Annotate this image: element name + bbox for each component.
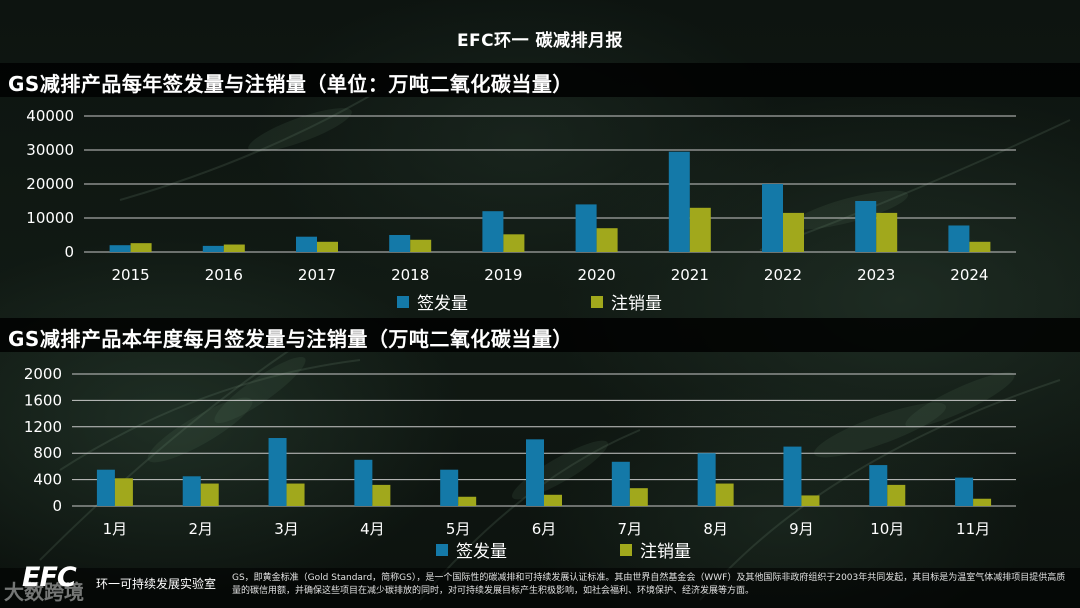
bar-issued	[354, 459, 373, 506]
x-tick-label: 11月	[956, 520, 990, 538]
annual-chart: 0 10000 20000 30000 40000 2015 2016 2017 2018 201…	[26, 107, 1016, 284]
bar-issued	[182, 476, 201, 506]
bar-retired	[876, 212, 898, 252]
y-tick-label: 400	[33, 471, 62, 489]
annual-legend-issued: 签发量	[397, 289, 468, 314]
gs-footnote: GS，即黄金标准（Gold Standard，简称GS），是一个国际性的碳减排和…	[232, 573, 1066, 596]
watermark: 大数跨境	[4, 580, 84, 604]
legend-swatch-retired	[620, 543, 632, 556]
y-tick-label: 30000	[26, 141, 74, 159]
x-tick-label: 2023	[857, 266, 895, 284]
x-tick-label: 4月	[360, 520, 385, 538]
bar-issued	[268, 438, 287, 506]
bar-retired	[629, 488, 648, 506]
x-tick-label: 2017	[298, 266, 336, 284]
lab-name: 环一可持续发展实验室	[96, 577, 217, 591]
bar-retired	[410, 239, 432, 252]
legend-label-retired: 注销量	[640, 542, 691, 562]
bar-retired	[596, 228, 618, 252]
x-tick-label: 3月	[274, 520, 299, 538]
bar-issued	[668, 151, 690, 252]
bar-retired	[130, 243, 152, 252]
y-tick-label: 2000	[24, 365, 62, 383]
bar-issued	[948, 225, 970, 252]
y-tick-label: 800	[33, 444, 62, 462]
bar-issued	[697, 453, 716, 506]
x-tick-label: 7月	[618, 520, 643, 538]
y-tick-label: 1600	[24, 391, 62, 409]
bar-issued	[869, 465, 888, 506]
x-tick-label: 10月	[870, 520, 904, 538]
bar-issued	[440, 469, 459, 506]
monthly-chart: 0 400 800 1200 1600 2000 1月 2月 3月 4月 5月 6月 7月 8月 9月 10月…	[24, 365, 1016, 538]
monthly-legend-retired: 注销量	[620, 537, 691, 562]
x-tick-label: 2月	[188, 520, 213, 538]
y-tick-label: 1200	[24, 418, 62, 436]
section1-title-bar	[0, 63, 1080, 97]
bar-retired	[801, 495, 820, 506]
section2-title-bar	[0, 318, 1080, 352]
x-tick-label: 2015	[112, 266, 150, 284]
bar-retired	[223, 244, 245, 252]
bar-retired	[783, 212, 804, 252]
monthly-legend-issued: 签发量	[436, 537, 507, 562]
legend-label-issued: 签发量	[417, 294, 468, 314]
legend-label-issued: 签发量	[456, 542, 507, 562]
bar-retired	[973, 498, 992, 506]
y-tick-label: 10000	[26, 209, 74, 227]
bar-issued	[783, 446, 802, 506]
bar-retired	[715, 483, 734, 506]
bar-issued	[482, 211, 504, 252]
bar-retired	[372, 484, 391, 506]
bar-retired	[887, 484, 906, 506]
bar-retired	[503, 234, 525, 252]
x-tick-label: 2020	[578, 266, 616, 284]
bar-issued	[389, 235, 411, 252]
footer-bar	[0, 568, 1080, 608]
bar-issued	[109, 245, 131, 252]
x-tick-label: 9月	[789, 520, 814, 538]
bar-issued	[575, 204, 597, 252]
x-tick-label: 2024	[950, 266, 988, 284]
bar-retired	[286, 483, 305, 506]
bar-issued	[96, 469, 115, 506]
bar-retired	[689, 207, 711, 252]
x-tick-label: 2021	[671, 266, 709, 284]
bar-issued	[296, 236, 317, 252]
bar-issued	[611, 461, 630, 506]
report-title: EFC环一 碳减排月报	[456, 31, 624, 51]
section1-title: GS减排产品每年签发量与注销量（单位：万吨二氧化碳当量）	[8, 72, 573, 96]
y-tick-label: 0	[64, 243, 74, 261]
legend-swatch-issued	[436, 543, 448, 556]
x-tick-label: 2018	[391, 266, 429, 284]
x-tick-label: 8月	[703, 520, 728, 538]
bar-retired	[544, 494, 562, 506]
bar-retired	[317, 241, 338, 252]
x-tick-label: 6月	[532, 520, 557, 538]
legend-swatch-retired	[591, 295, 603, 308]
x-tick-label: 5月	[446, 520, 471, 538]
bar-issued	[855, 201, 877, 252]
bar-issued	[202, 245, 224, 252]
bar-issued	[762, 184, 783, 252]
bar-retired	[458, 496, 477, 506]
x-tick-label: 2022	[764, 266, 802, 284]
bar-retired	[969, 241, 991, 252]
y-tick-label: 0	[52, 497, 62, 515]
annual-legend-retired: 注销量	[591, 289, 662, 314]
y-tick-label: 40000	[26, 107, 74, 125]
section2-title: GS减排产品本年度每月签发量与注销量（万吨二氧化碳当量）	[8, 327, 573, 351]
legend-label-retired: 注销量	[611, 294, 662, 314]
x-tick-label: 1月	[103, 520, 128, 538]
bar-retired	[200, 483, 219, 506]
bar-retired	[114, 478, 133, 506]
efc-logo: EFC	[22, 562, 77, 593]
x-tick-label: 2016	[205, 266, 243, 284]
bar-issued	[955, 477, 974, 506]
x-tick-label: 2019	[484, 266, 522, 284]
legend-swatch-issued	[397, 295, 409, 308]
bar-issued	[526, 439, 544, 506]
y-tick-label: 20000	[26, 175, 74, 193]
